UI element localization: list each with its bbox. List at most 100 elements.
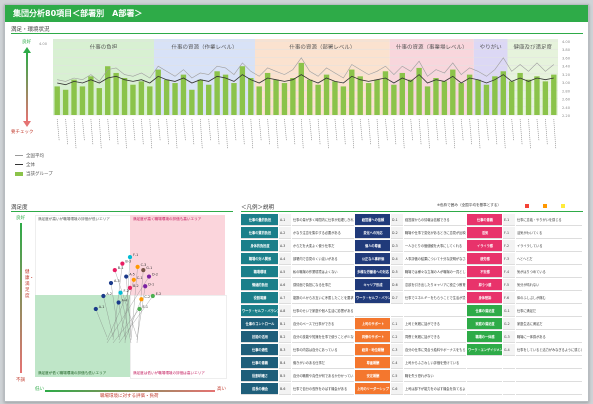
x-tick-label-placeholder [149, 118, 153, 150]
bar [298, 62, 304, 115]
x-tick-label-placeholder [477, 118, 481, 150]
bar [374, 79, 380, 115]
x-tick-label-placeholder [393, 118, 397, 146]
x-tick-label-placeholder [401, 118, 405, 150]
bar [197, 79, 203, 115]
scatter-point-label: B-1 [118, 266, 124, 270]
legend-cell: G-3 [503, 331, 515, 343]
x-tick-label-placeholder [359, 118, 363, 142]
bar [206, 84, 212, 115]
legend-cell: A-1 [279, 214, 291, 226]
legend-national-swatch [15, 154, 23, 157]
section-bl-divider [11, 211, 233, 212]
quad-br-text: 満足度は低いが職場環境の評価は高いエリア [133, 371, 205, 375]
legend-cell: C-3 [391, 344, 403, 356]
bar [340, 86, 347, 115]
legend-cell: 疲労感 [467, 253, 502, 265]
right-tick-label: 3.20 [562, 73, 571, 77]
bar [307, 79, 313, 115]
leader-line [114, 270, 138, 338]
legend-cell: A-6 [279, 279, 291, 291]
legend-group: 当該グループ [15, 171, 53, 177]
scatter-point-label: B-2 [133, 284, 139, 288]
scatter-point [112, 267, 117, 273]
legend-cell: C-6 [391, 383, 403, 395]
bar [96, 88, 102, 115]
legend-cell: 活気がわいてくる [516, 227, 582, 239]
x-tick-label-placeholder [208, 118, 212, 142]
x-tick-label-placeholder [141, 118, 144, 146]
bar [475, 79, 481, 115]
legend-cell [503, 383, 515, 395]
scatter-plot: A-1 A-2 A-3 A-4 A-5 B-1 B-2 B-3 C-1 C-2 C-3 D-1 D-2 E… [93, 253, 161, 344]
x-tick-label-placeholder [528, 118, 531, 150]
scatter-x-left: 低い [35, 387, 44, 392]
scatter-point-label: A-4 [122, 298, 128, 302]
bar [71, 79, 77, 115]
legend-cell: ワーク・セルフ・バランス [241, 305, 278, 317]
bar [214, 71, 220, 115]
x-tick-label-placeholder [536, 118, 540, 142]
bar [323, 74, 330, 115]
legend-cell: 仕事の意義 [241, 357, 278, 369]
x-tick-label-placeholder [486, 118, 489, 142]
scatter-quad-bl [35, 295, 130, 377]
series-line-1 [57, 57, 554, 82]
bar [357, 76, 363, 115]
legend-cell [355, 305, 390, 317]
x-tick-label-placeholder [376, 118, 380, 150]
bar [88, 76, 94, 115]
bar [130, 84, 136, 115]
leader-line [110, 283, 120, 338]
right-tick-label: 2.40 [562, 106, 571, 110]
legend-cell: 職場の対人関係 [241, 253, 278, 265]
x-tick-label-placeholder [258, 118, 262, 142]
legend-cell: 成長の機会 [241, 383, 278, 395]
axis-top-label: 良好 [22, 40, 31, 45]
legend-cell: G-4 [503, 344, 515, 356]
left-tick-label: 4.00 [39, 42, 48, 46]
scatter-point [150, 293, 155, 299]
bar [509, 81, 515, 115]
x-tick-label-placeholder [90, 118, 94, 146]
bar [121, 78, 128, 115]
x-tick-label-placeholder [56, 118, 60, 142]
x-tick-label-placeholder [469, 118, 472, 146]
bar [399, 72, 405, 115]
band-1 [53, 39, 154, 115]
legend-cell: F-1 [503, 227, 515, 239]
quad-tl-text: 満足度が高いが職場環境の評価が低いエリア [38, 217, 110, 221]
bar [408, 79, 414, 115]
section-top-label: 満足・環境状況 [11, 27, 50, 33]
legend-cell: 経営層への信頼 [355, 214, 390, 226]
legend-cell: 情緒的負担 [241, 279, 278, 291]
legend-table-note: ※色枠で囲み（全国平均を基準とする） [437, 203, 501, 207]
leader-line [136, 286, 146, 341]
legend-cell: 経済・地位報酬 [355, 344, 390, 356]
bar [416, 67, 422, 115]
x-tick-label-placeholder [275, 118, 279, 150]
x-tick-label-placeholder [435, 118, 439, 142]
legend-cell: イライラしている [516, 240, 582, 252]
bar [222, 74, 229, 115]
legend-cell: 家庭生活に満足だ [516, 318, 582, 330]
bar [365, 83, 372, 115]
x-tick-label-placeholder [511, 118, 515, 142]
legend-cell [503, 370, 515, 382]
scatter-point [131, 277, 136, 282]
scatter-y-arrow-bar [20, 223, 22, 373]
scatter-point-label: E-1 [143, 305, 149, 309]
scatter-point [108, 280, 114, 286]
series-line-2 [57, 74, 554, 86]
bar [248, 78, 254, 115]
section-br-divider [241, 211, 583, 212]
mark-orange [543, 204, 547, 208]
x-tick-label-placeholder [65, 118, 68, 146]
legend-cell: 部署内で意見のくい違いがある [292, 253, 354, 265]
scatter-point-label: F-2 [124, 289, 129, 293]
bar [315, 84, 321, 115]
x-tick-label-placeholder [553, 118, 557, 150]
legend-cell: E-1 [503, 214, 515, 226]
legend-cell: 人事評価の結果について十分な説明がなされている [404, 253, 466, 265]
legend-cell: A-3 [279, 240, 291, 252]
